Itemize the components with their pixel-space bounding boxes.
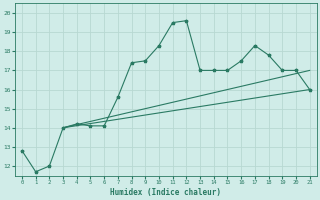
X-axis label: Humidex (Indice chaleur): Humidex (Indice chaleur)	[110, 188, 221, 197]
